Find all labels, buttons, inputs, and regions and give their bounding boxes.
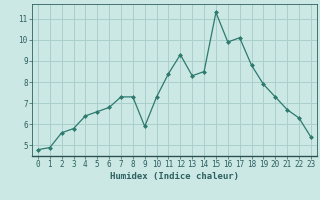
X-axis label: Humidex (Indice chaleur): Humidex (Indice chaleur) — [110, 172, 239, 181]
